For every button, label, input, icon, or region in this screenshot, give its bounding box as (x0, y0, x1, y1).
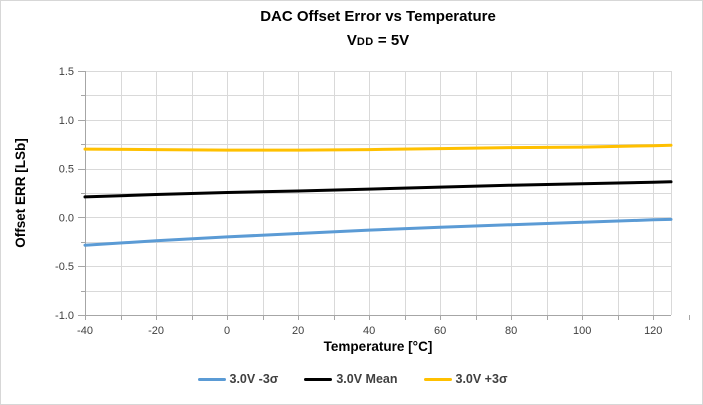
svg-text:20: 20 (292, 325, 304, 337)
subtitle-suffix: = 5V (373, 32, 410, 49)
legend-label: 3.0V -3σ (229, 372, 279, 386)
series-line-2 (83, 143, 673, 152)
legend-label: 3.0V Mean (336, 372, 398, 386)
svg-text:120: 120 (644, 325, 662, 337)
chart-subtitle: VDD = 5V (85, 32, 671, 49)
series-line-1 (83, 180, 673, 199)
legend-line-swatch (304, 377, 333, 381)
subtitle-prefix: V (346, 32, 357, 49)
svg-text:40: 40 (363, 325, 375, 337)
chart-title: DAC Offset Error vs Temperature (260, 8, 496, 25)
svg-text:1.5: 1.5 (59, 66, 74, 78)
svg-text:1.0: 1.0 (59, 115, 74, 127)
tick-marks (78, 71, 690, 320)
svg-text:0.5: 0.5 (59, 164, 74, 176)
legend-line-swatch (423, 377, 452, 381)
legend-line-swatch (197, 377, 226, 381)
svg-text:-0.5: -0.5 (55, 261, 74, 273)
x-tick-labels: -40 -20 0 20 40 60 80 100 120 (77, 325, 662, 337)
svg-text:-40: -40 (77, 325, 93, 337)
legend-item: 3.0V -3σ (197, 372, 279, 386)
legend: 3.0V -3σ 3.0V Mean 3.0V +3σ (1, 367, 702, 391)
legend-item: 3.0V +3σ (423, 372, 508, 386)
x-axis-title: Temperature [°C] (323, 339, 433, 354)
svg-text:60: 60 (434, 325, 446, 337)
y-axis-title: Offset ERR [LSb] (13, 138, 28, 248)
svg-text:-1.0: -1.0 (55, 310, 74, 322)
subtitle-subscript: DD (356, 36, 374, 48)
gridlines (85, 71, 672, 315)
legend-label: 3.0V +3σ (455, 372, 508, 386)
svg-text:100: 100 (573, 325, 591, 337)
y-tick-labels: -1.0 -0.5 0.0 0.5 1.0 1.5 (55, 66, 74, 322)
svg-text:80: 80 (505, 325, 517, 337)
svg-text:-20: -20 (148, 325, 164, 337)
legend-item: 3.0V Mean (304, 372, 398, 386)
svg-text:0: 0 (224, 325, 230, 337)
series-line-0 (83, 217, 673, 247)
svg-text:0.0: 0.0 (59, 212, 74, 224)
